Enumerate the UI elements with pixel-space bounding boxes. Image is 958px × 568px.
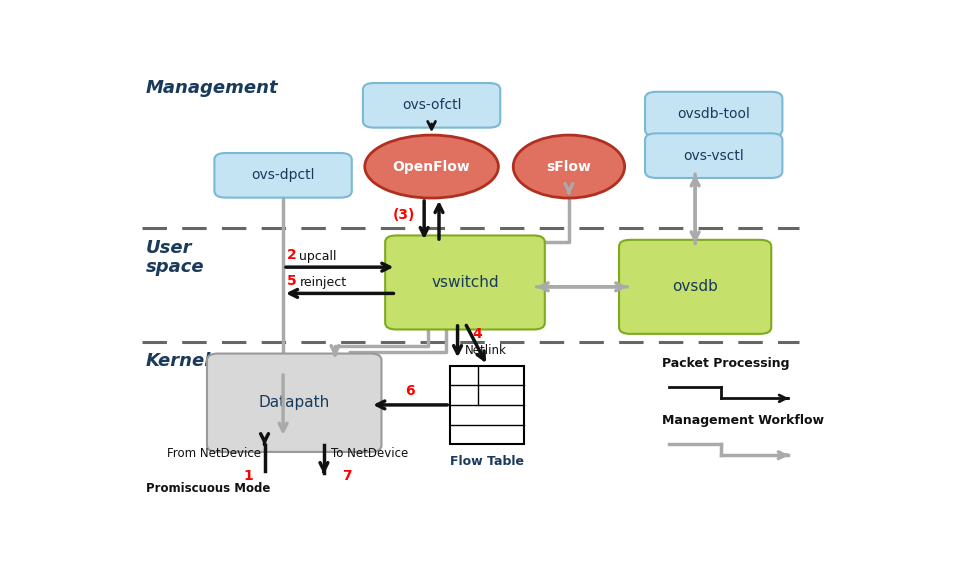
FancyBboxPatch shape: [645, 133, 783, 178]
Text: Kernel: Kernel: [146, 352, 211, 370]
Text: Packet Processing: Packet Processing: [662, 357, 789, 370]
Bar: [450, 366, 524, 444]
FancyBboxPatch shape: [385, 236, 545, 329]
Text: 2: 2: [286, 248, 297, 262]
Text: (3): (3): [393, 208, 415, 222]
FancyBboxPatch shape: [207, 353, 381, 452]
Text: Management Workflow: Management Workflow: [662, 414, 824, 427]
FancyBboxPatch shape: [645, 92, 783, 136]
Text: sFlow: sFlow: [546, 160, 591, 174]
Text: User: User: [146, 239, 193, 257]
Text: reinject: reinject: [300, 276, 347, 289]
Text: 5: 5: [286, 274, 297, 288]
Text: From NetDevice: From NetDevice: [167, 446, 261, 460]
Text: OpenFlow: OpenFlow: [393, 160, 470, 174]
FancyBboxPatch shape: [215, 153, 352, 198]
Text: 1: 1: [243, 469, 253, 483]
Ellipse shape: [365, 135, 498, 198]
FancyBboxPatch shape: [619, 240, 771, 334]
Text: Promiscuous Mode: Promiscuous Mode: [146, 482, 270, 495]
Text: ovsdb-tool: ovsdb-tool: [677, 107, 750, 121]
Text: ovs-ofctl: ovs-ofctl: [401, 98, 462, 112]
Text: ovs-vsctl: ovs-vsctl: [683, 149, 744, 162]
Text: ovsdb: ovsdb: [673, 279, 718, 294]
FancyBboxPatch shape: [363, 83, 500, 128]
Text: ovs-dpctl: ovs-dpctl: [251, 168, 315, 182]
Text: space: space: [146, 258, 204, 277]
Text: vswitchd: vswitchd: [431, 275, 499, 290]
Text: Netlink: Netlink: [465, 344, 507, 357]
Text: Management: Management: [146, 79, 279, 97]
Text: To NetDevice: To NetDevice: [331, 446, 409, 460]
Text: 7: 7: [343, 469, 353, 483]
Ellipse shape: [513, 135, 625, 198]
Text: Datapath: Datapath: [259, 395, 330, 410]
Text: upcall: upcall: [300, 250, 337, 263]
Text: Flow Table: Flow Table: [450, 455, 524, 468]
Text: 6: 6: [405, 385, 415, 398]
Text: 4: 4: [472, 327, 482, 341]
